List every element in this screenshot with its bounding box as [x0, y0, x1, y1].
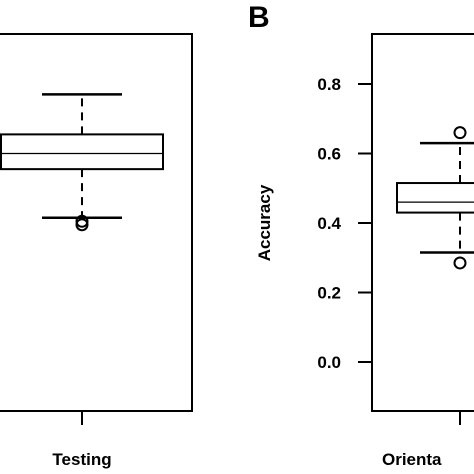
- panel-a-x-tick-label: Testing: [52, 450, 111, 469]
- panel-a-box: [0, 133, 164, 171]
- panel-a-frame: [0, 33, 193, 412]
- panel-b-outlier-1: [453, 256, 467, 270]
- panel-a-outlier-1: [75, 218, 89, 232]
- panel-b-frame: [371, 33, 474, 412]
- panel-b-outlier-0: [453, 126, 467, 140]
- panel-b-label: B: [248, 1, 270, 34]
- panel-b-y-axis: 0.0 0.2 0.4 0.6 0.8: [317, 75, 372, 372]
- panel-b-y-tick-label: 0.2: [317, 284, 341, 303]
- panel-b-y-tick-label: 0.6: [317, 145, 341, 164]
- panel-b-y-tick-label: 0.0: [317, 353, 341, 372]
- panel-b-y-tick-label: 0.8: [317, 75, 341, 94]
- panel-b-y-axis-label: Accuracy: [255, 184, 274, 261]
- panel-b-x-tick-label: Orienta: [382, 450, 442, 469]
- panel-b-box-group: [396, 126, 474, 270]
- panel-a-box-group: [0, 93, 164, 232]
- panel-b-y-tick-label: 0.4: [317, 214, 341, 233]
- panel-a: Testing: [0, 33, 193, 469]
- panel-b-box: [396, 182, 474, 214]
- panel-a-outlier-0: [75, 214, 89, 228]
- panel-b: B 0.0 0.2 0.4 0.6 0.8 Accuracy Orienta: [248, 1, 474, 469]
